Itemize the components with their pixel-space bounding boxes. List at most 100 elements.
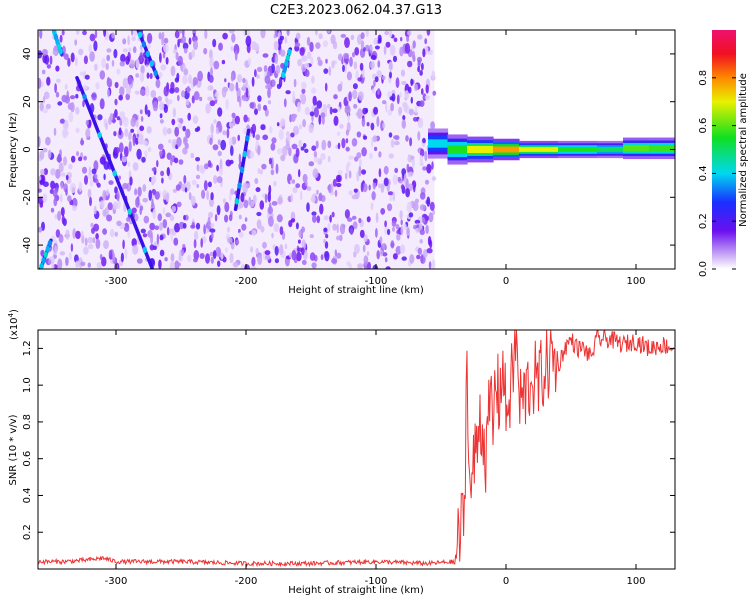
noise-speckle [154, 191, 160, 200]
noise-speckle [54, 83, 57, 94]
noise-speckle [193, 238, 197, 249]
noise-speckle [248, 196, 252, 206]
noise-speckle [381, 75, 386, 80]
noise-speckle [408, 212, 414, 218]
noise-speckle [164, 257, 168, 262]
noise-speckle [172, 107, 177, 118]
noise-speckle [316, 100, 323, 109]
noise-speckle [213, 119, 217, 124]
noise-speckle [60, 172, 66, 177]
noise-speckle [130, 117, 137, 128]
noise-speckle [259, 200, 265, 210]
noise-speckle [99, 200, 105, 209]
noise-speckle [339, 234, 343, 242]
noise-speckle [399, 210, 403, 220]
noise-speckle [67, 177, 72, 184]
noise-speckle [161, 36, 165, 46]
noise-speckle [205, 103, 211, 114]
noise-speckle [359, 62, 364, 71]
noise-speckle [151, 198, 154, 208]
noise-speckle [244, 264, 250, 269]
noise-speckle [284, 243, 288, 250]
noise-speckle [163, 37, 169, 44]
noise-speckle [209, 100, 216, 107]
noise-speckle [391, 89, 396, 95]
signal-band-segment [558, 147, 598, 152]
noise-speckle [166, 127, 172, 135]
noise-speckle [136, 258, 143, 264]
noise-speckle [296, 101, 302, 113]
noise-speckle [328, 183, 332, 194]
noise-speckle [344, 105, 351, 115]
noise-speckle [102, 209, 107, 217]
noise-speckle [375, 227, 378, 238]
noise-speckle [419, 229, 425, 236]
noise-speckle [417, 131, 421, 141]
noise-speckle [71, 197, 78, 208]
noise-speckle [251, 76, 255, 87]
y-tick-label: 0.8 [22, 414, 33, 430]
noise-speckle [228, 30, 235, 34]
noise-speckle [330, 34, 336, 45]
noise-speckle [227, 237, 233, 244]
noise-speckle [414, 219, 421, 224]
noise-speckle [109, 113, 114, 121]
noise-speckle [224, 201, 230, 213]
noise-speckle [158, 259, 162, 269]
noise-speckle [422, 48, 426, 58]
noise-speckle [251, 41, 257, 50]
noise-speckle [379, 236, 383, 244]
noise-speckle [144, 150, 148, 159]
noise-speckle [241, 223, 247, 231]
noise-speckle [106, 54, 111, 62]
noise-speckle [208, 211, 214, 219]
noise-speckle [409, 254, 415, 264]
noise-speckle [193, 230, 199, 240]
noise-speckle [275, 163, 279, 175]
noise-speckle [103, 173, 106, 180]
noise-speckle [53, 197, 58, 207]
noise-speckle [295, 32, 301, 40]
noise-speckle [38, 136, 41, 147]
noise-speckle [365, 107, 369, 114]
noise-speckle [181, 35, 187, 44]
noise-speckle [269, 126, 273, 134]
noise-speckle [293, 78, 297, 88]
noise-speckle [175, 262, 182, 267]
noise-speckle [431, 161, 434, 170]
noise-speckle [90, 222, 94, 228]
noise-speckle [68, 111, 74, 123]
noise-speckle [43, 91, 50, 100]
noise-speckle [91, 92, 97, 101]
noise-speckle [75, 30, 80, 35]
noise-speckle [298, 169, 301, 178]
noise-speckle [126, 216, 131, 222]
noise-speckle [279, 244, 284, 256]
noise-speckle [311, 145, 317, 151]
noise-speckle [118, 127, 122, 136]
noise-speckle [319, 203, 324, 215]
noise-speckle [135, 119, 139, 128]
noise-speckle [148, 189, 152, 201]
noise-speckle [360, 182, 364, 193]
noise-speckle [309, 234, 314, 239]
noise-speckle [96, 182, 101, 188]
noise-speckle [78, 48, 84, 56]
noise-speckle [401, 119, 406, 129]
noise-speckle [380, 208, 386, 215]
noise-speckle [389, 195, 393, 202]
x-tick-label: 0 [503, 276, 509, 287]
noise-speckle [351, 215, 357, 220]
noise-speckle [351, 138, 358, 147]
noise-speckle [412, 159, 415, 169]
noise-speckle [121, 156, 128, 163]
noise-speckle [56, 155, 63, 163]
noise-speckle [358, 91, 364, 101]
noise-speckle [231, 33, 236, 43]
noise-speckle [391, 220, 397, 227]
noise-speckle [207, 181, 212, 188]
noise-speckle [358, 217, 362, 224]
noise-speckle [422, 249, 428, 258]
noise-speckle [369, 61, 375, 70]
noise-speckle [49, 55, 53, 65]
